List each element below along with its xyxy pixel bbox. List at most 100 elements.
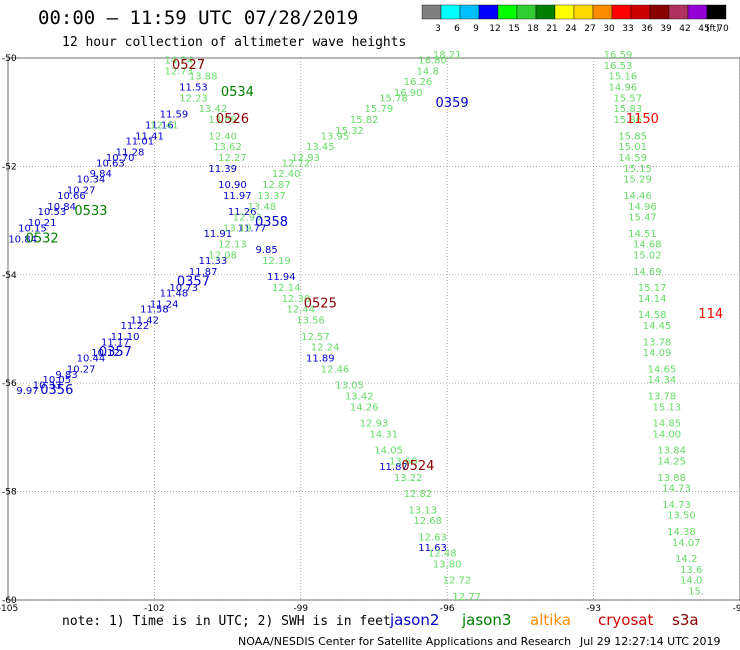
colorbar-label: 70 (717, 24, 729, 34)
colorbar-label: 6 (454, 24, 460, 34)
swh-value-jason3: 13.37 (257, 191, 286, 202)
colorbar-swatch (535, 4, 556, 20)
swh-value-jason3: 13.45 (306, 142, 335, 153)
swh-value-jason2: 10.90 (218, 180, 247, 191)
swh-value-jason3: 14.68 (633, 240, 662, 251)
swh-value-jason3: 12.24 (311, 343, 340, 354)
pass-time-label: 0358 (255, 215, 288, 230)
pass-time-label: 0532 (26, 231, 59, 246)
swh-value-jason3: 15. (688, 587, 704, 598)
colorbar-swatch (687, 4, 708, 20)
swh-value-jason3: 14.0 (680, 576, 702, 587)
swh-value-jason3: 14.8 (417, 66, 439, 77)
swh-value-jason2: 10.12 (91, 348, 120, 359)
chart-subtitle: 12 hour collection of altimeter wave hei… (62, 35, 406, 50)
colorbar-swatch (706, 4, 727, 20)
pass-time-label: 0527 (172, 58, 205, 73)
satellite-name-cryosat: cryosat (598, 611, 653, 629)
swh-value-jason3: 12.41 (150, 120, 179, 131)
swh-value-jason3: 15.82 (350, 115, 379, 126)
colorbar-swatch (630, 4, 651, 20)
swh-value-jason2: 11.58 (140, 305, 169, 316)
swh-value-jason2: 11.87 (189, 267, 218, 278)
colorbar-legend: 3 6 9 12 15 18 21 24 27 30 33 36 39 42 45 70 (421, 4, 729, 34)
swh-value-jason2: 10.66 (57, 191, 86, 202)
swh-value-jason3: 12.40 (208, 131, 237, 142)
pass-time-label: 0356 (40, 383, 73, 398)
swh-value-jason2: 11.91 (204, 229, 233, 240)
colorbar-label: 36 (641, 24, 653, 34)
swh-value-jason2: 11.33 (199, 256, 228, 267)
swh-value-jason2: 11.53 (179, 83, 208, 94)
x-tick-label: -96 (440, 604, 455, 614)
pass-time-label: 0525 (304, 296, 337, 311)
y-tick-label: -50 (2, 54, 17, 64)
swh-value-jason3: 15.47 (628, 213, 657, 224)
swh-value-jason3: 15.83 (613, 104, 642, 115)
satellite-name-jason2: jason2 (389, 611, 439, 629)
pass-labels: 0527 0534 0526 0359 1150 0533 0532 0358 0357 0525… (26, 58, 724, 474)
swh-value-jason3: 15.32 (335, 126, 364, 137)
colorbar-swatch (497, 4, 518, 20)
swh-value-jason2: 10.33 (33, 381, 62, 392)
swh-value-jason3: 16.26 (404, 77, 433, 88)
y-tick-label: -58 (2, 488, 17, 498)
swh-value-jason3: 12.57 (301, 332, 330, 343)
swh-value-jason3: 14.34 (648, 375, 677, 386)
y-tick-label: -56 (2, 379, 17, 389)
swh-value-jason3: 13.56 (296, 316, 325, 327)
pass-time-label: 0524 (401, 459, 434, 474)
swh-value-jason3: 13.42 (345, 391, 374, 402)
colorbar-label: 24 (565, 24, 577, 34)
swh-value-jason3: 15.85 (618, 131, 647, 142)
swh-value-jason3: 12.46 (321, 364, 350, 375)
colorbar-swatch (440, 4, 461, 20)
swh-value-jason3: 14.96 (609, 83, 638, 94)
swh-value-jason3: 12.27 (218, 153, 247, 164)
swh-value-jason2: 11.17 (101, 337, 130, 348)
swh-value-jason2: 11.94 (267, 272, 296, 283)
colorbar-label: 12 (489, 24, 500, 34)
swh-value-jason3: 12.13 (218, 240, 247, 251)
swh-value-jason3: 14.73 (662, 484, 691, 495)
swh-value-jason2: 11.59 (160, 110, 189, 121)
swh-value-jason3: 15.79 (365, 104, 394, 115)
swh-value-jason2: 10.84 (8, 234, 37, 245)
swh-value-jason3: 12.63 (418, 532, 447, 543)
swh-value-jason3: 14.26 (350, 402, 379, 413)
swh-value-jason2: 11.87 (379, 462, 408, 473)
chart-title: 00:00 – 11:59 UTC 07/28/2019 (38, 7, 358, 29)
colorbar-label: 18 (527, 24, 539, 34)
swh-value-jason3: 12.30 (282, 294, 311, 305)
swh-value-jason3: 13.62 (213, 142, 242, 153)
swh-value-jason3: 12.44 (286, 305, 315, 316)
pass-time-label: 1150 (626, 112, 659, 127)
swh-value-jason2: 11.63 (418, 543, 447, 554)
footer-timestamp: Jul 29 12:27:14 UTC 2019 (579, 635, 720, 648)
swh-value-jason3: 14.05 (374, 446, 403, 457)
swh-value-jason3: 14.59 (618, 153, 647, 164)
swh-value-jason3: 13.84 (657, 446, 686, 457)
swh-points: 10.8410.1510.2110.5310.8410.6610.2710.34… (8, 50, 704, 603)
swh-value-jason2: 11.10 (111, 332, 140, 343)
swh-value-jason3: 13.13 (408, 505, 437, 516)
swh-value-jason2: 9.97 (16, 386, 38, 397)
swh-value-jason2: 10.27 (67, 186, 96, 197)
swh-value-jason3: 13.88 (189, 72, 218, 83)
swh-value-jason3: 13.05 (335, 381, 364, 392)
swh-value-jason2: 9.83 (55, 370, 77, 381)
swh-value-jason3: 14.14 (638, 294, 667, 305)
colorbar-swatch (611, 4, 632, 20)
swh-value-jason3: 15.57 (613, 93, 642, 104)
swh-value-jason3: 14.73 (662, 500, 691, 511)
swh-value-jason3: 14.25 (657, 457, 686, 468)
swh-value-jason3: 15.16 (609, 72, 638, 83)
swh-value-jason2: 10.84 (47, 202, 76, 213)
swh-value-jason3: 14.2 (675, 554, 697, 565)
swh-value-jason3: 13.80 (433, 559, 462, 570)
swh-value-jason3: 14.46 (623, 191, 652, 202)
swh-value-jason2: 11.26 (228, 207, 257, 218)
colorbar-label: 27 (584, 24, 595, 34)
colorbar-label: 3 (435, 24, 441, 34)
colorbar-swatch (459, 4, 480, 20)
